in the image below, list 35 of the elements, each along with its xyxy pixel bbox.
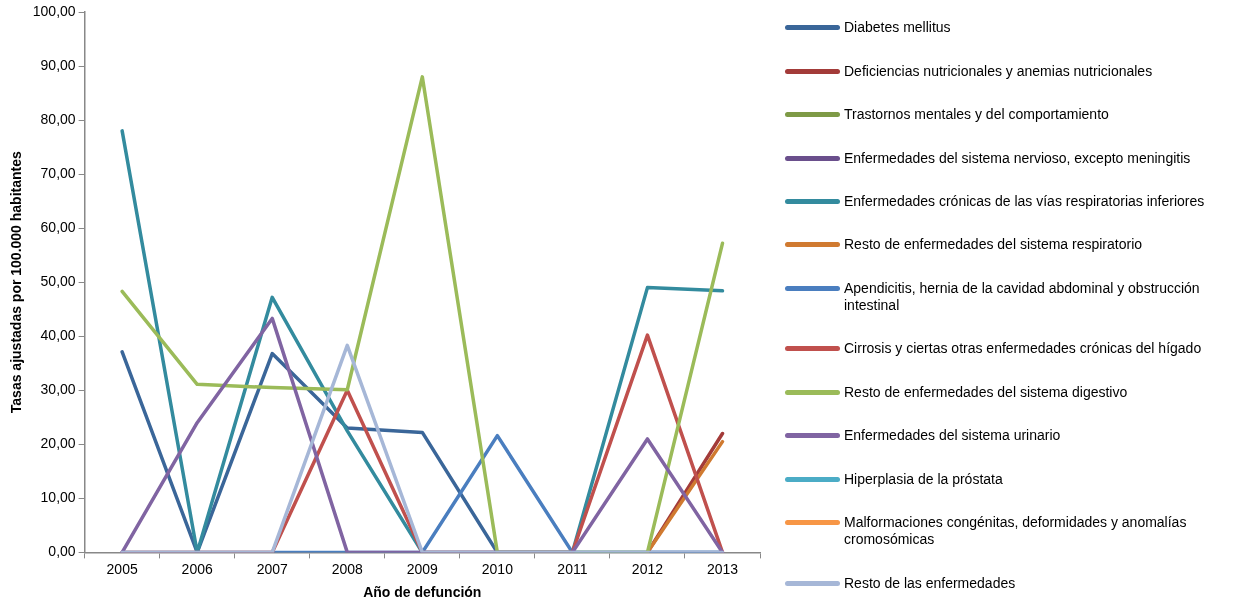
x-tick-label: 2009 <box>406 560 439 577</box>
x-tick-label: 2013 <box>706 560 739 577</box>
x-axis-title: Año de defunción <box>363 584 482 601</box>
y-axis-title: Tasas ajustadas por 100.000 habitantes <box>8 151 25 414</box>
y-tick-label: 100,00 <box>32 2 76 19</box>
x-tick-label: 2011 <box>557 560 588 577</box>
legend-label: Diabetes mellitus <box>844 19 951 37</box>
x-tick-label: 2010 <box>481 560 514 577</box>
y-tick-label: 70,00 <box>40 164 76 181</box>
y-tick-label: 90,00 <box>40 56 76 73</box>
y-tick-label: 30,00 <box>40 381 76 398</box>
x-tick-label: 2005 <box>106 560 138 577</box>
legend-label: Enfermedades crónicas de las vías respiratorias inferiores <box>844 193 1205 211</box>
x-tick-label: 2007 <box>256 560 289 577</box>
y-tick-label: 20,00 <box>40 435 76 452</box>
x-tick-label: 2006 <box>181 560 213 577</box>
legend-label: Resto de enfermedades del sistema respiratorio <box>844 236 1143 254</box>
legend-label: Deficiencias nutricionales y anemias nutricionales <box>844 62 1153 80</box>
legend-label: Resto de enfermedades del sistema digestivo <box>844 383 1128 401</box>
legend-label: Trastornos mentales y del comportamiento <box>844 106 1109 124</box>
legend-label: Hiperplasia de la próstata <box>844 470 1003 488</box>
legend-label: Enfermedades del sistema nervioso, excepto meningitis <box>844 149 1191 167</box>
x-tick-label: 2012 <box>631 560 664 577</box>
legend-label: Apendicitis, hernia de la cavidad abdominal y obstrucción intestinal <box>844 279 1201 314</box>
legend-label: Resto de las enfermedades <box>844 574 1016 592</box>
y-tick-label: 50,00 <box>40 273 76 290</box>
x-tick-label: 2008 <box>331 560 364 577</box>
y-tick-label: 10,00 <box>40 489 76 506</box>
legend-label: Cirrosis y ciertas otras enfermedades crónicas del hígado <box>844 340 1202 358</box>
legend-label: Enfermedades del sistema urinario <box>844 427 1061 445</box>
y-tick-label: 80,00 <box>40 110 76 127</box>
y-tick-label: 40,00 <box>40 327 76 344</box>
legend-label: Malformaciones congénitas, deformidades y anomalías cromosómicas <box>844 514 1188 549</box>
y-tick-label: 0,00 <box>48 543 76 560</box>
y-tick-label: 60,00 <box>40 219 76 236</box>
